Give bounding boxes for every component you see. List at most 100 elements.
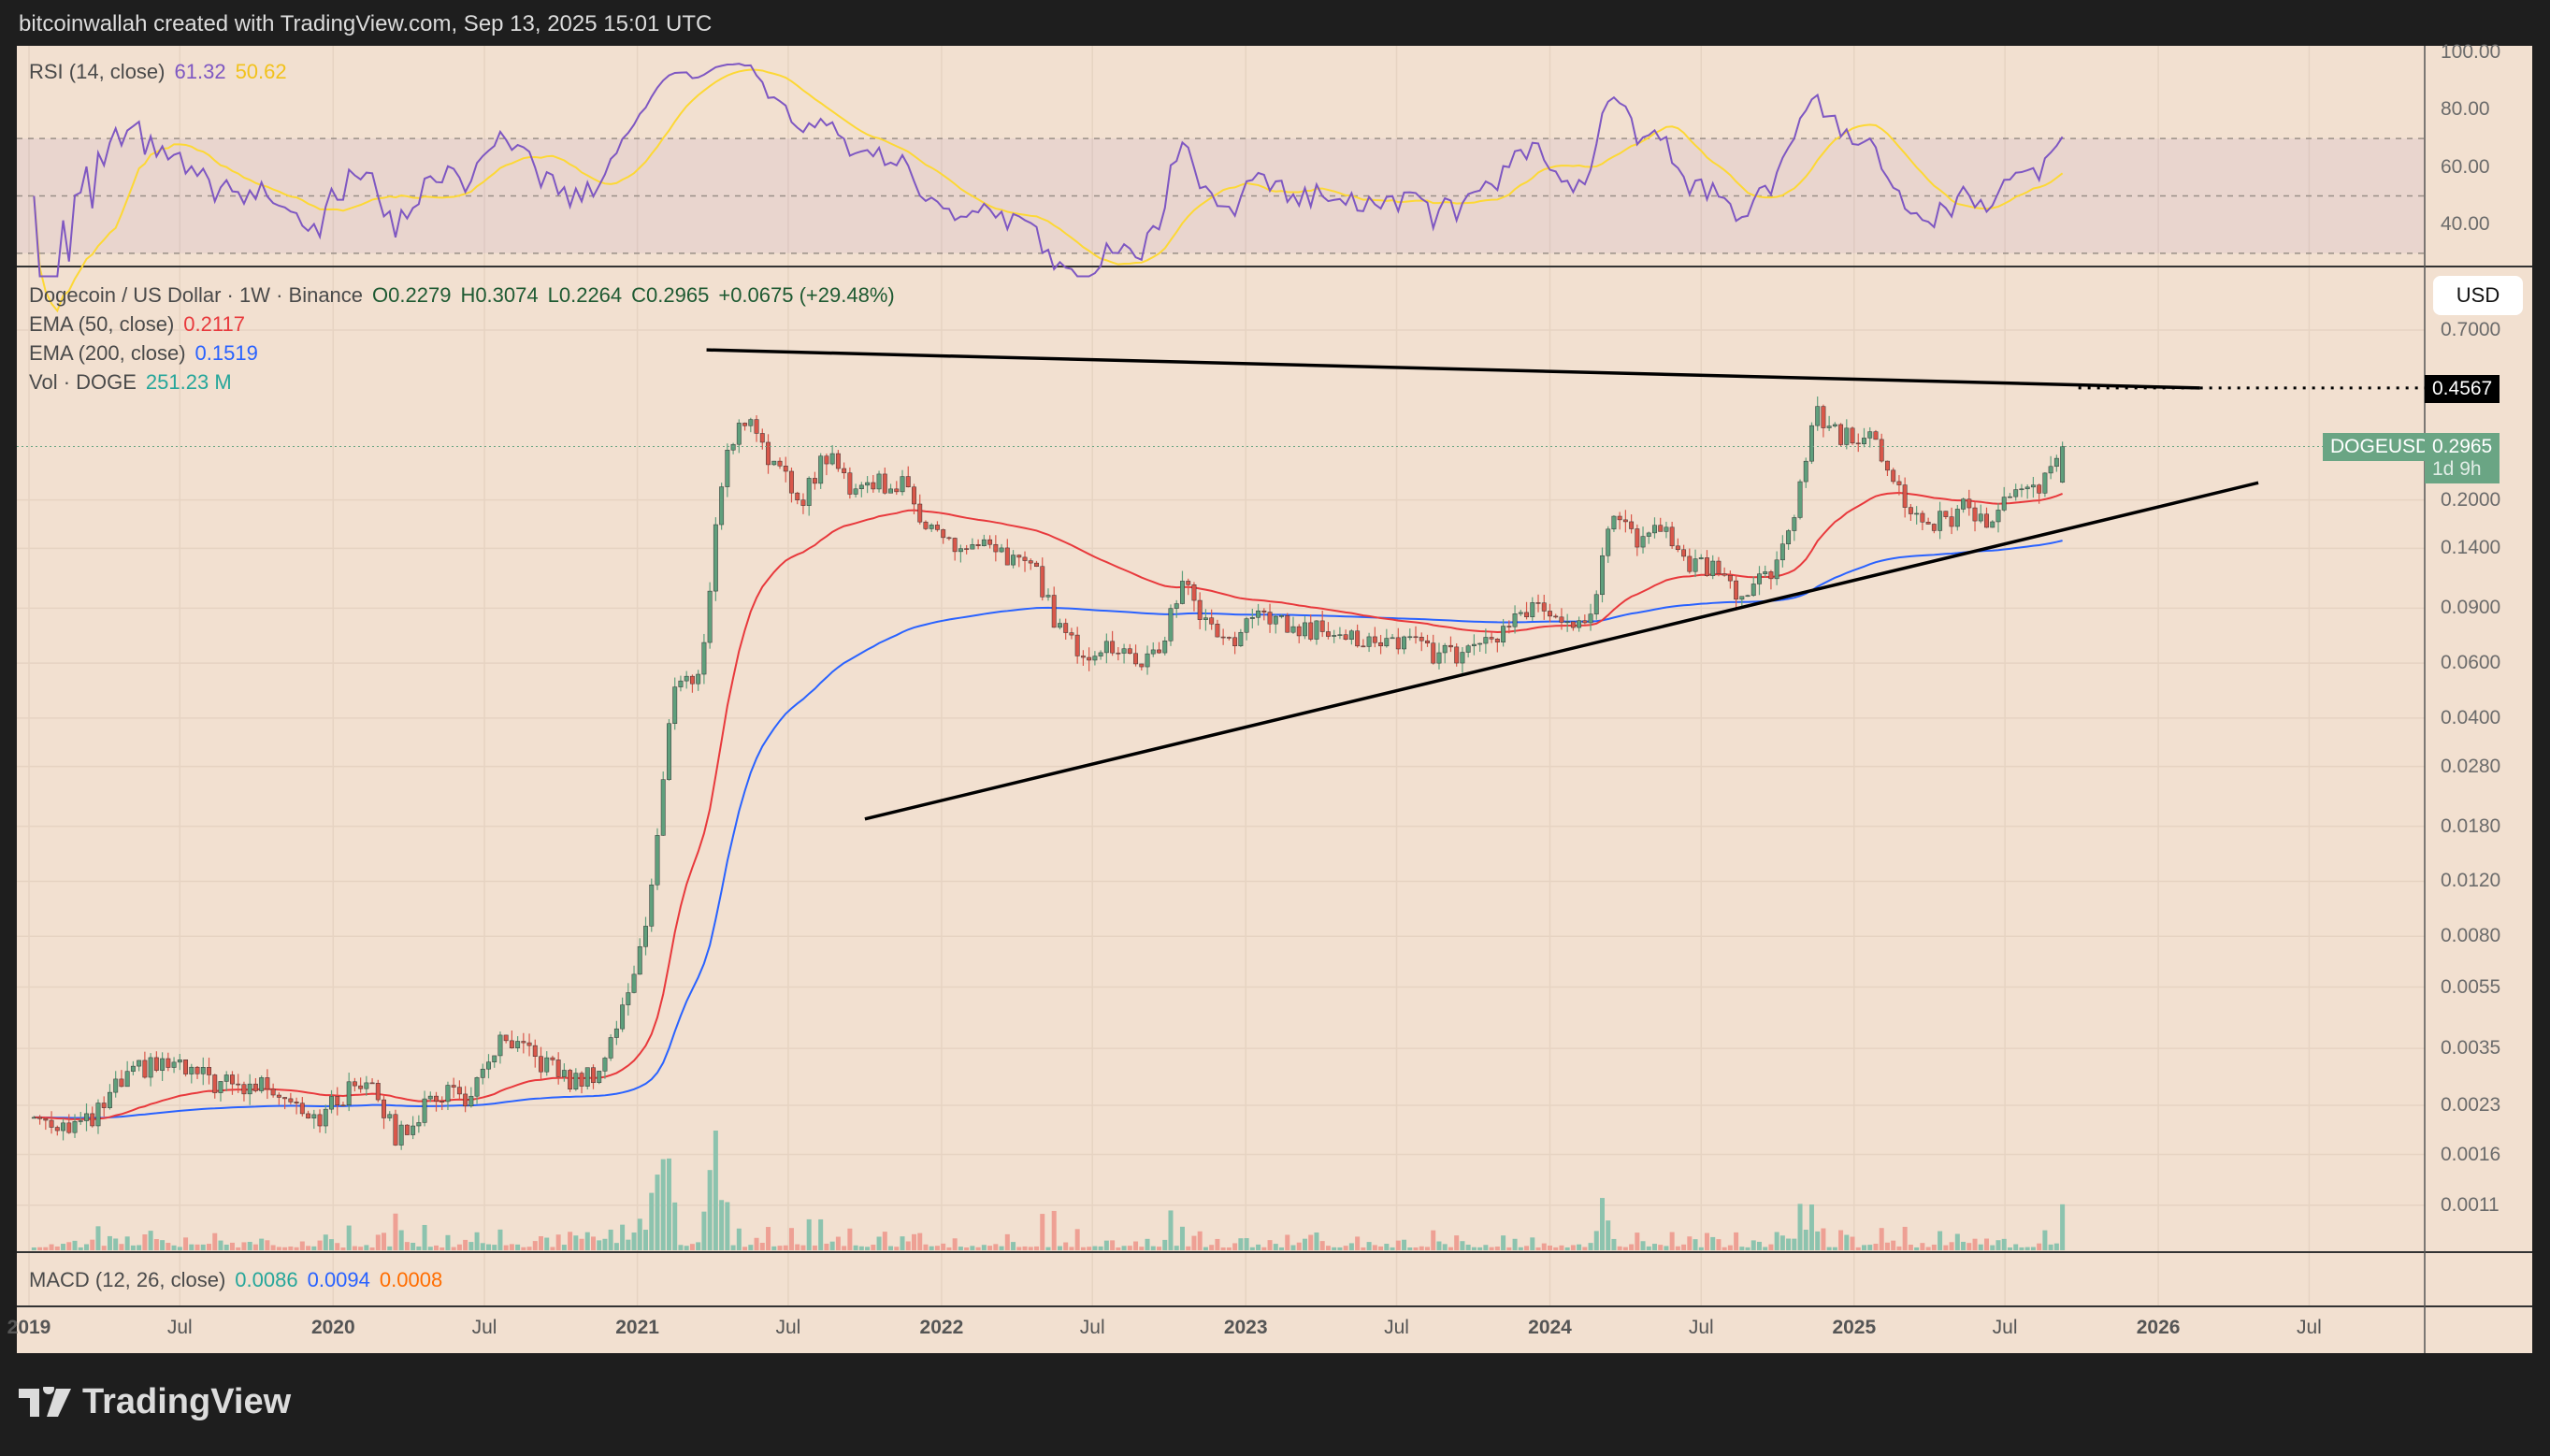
volume-bar xyxy=(1279,1247,1285,1250)
candle xyxy=(445,1085,451,1103)
volume-bar xyxy=(1606,1220,1611,1250)
volume-bar xyxy=(463,1239,468,1250)
volume-bar xyxy=(1103,1240,1109,1250)
candle xyxy=(1279,615,1284,617)
candle xyxy=(130,1065,136,1072)
candle xyxy=(894,488,900,493)
candle xyxy=(411,1125,416,1135)
currency-button[interactable]: USD xyxy=(2433,276,2523,315)
volume-bar xyxy=(497,1229,503,1250)
volume-bar xyxy=(1489,1247,1494,1250)
time-axis-label: 2023 xyxy=(1223,1317,1268,1338)
candle xyxy=(2037,484,2042,494)
candle xyxy=(1489,637,1494,640)
volume-bar xyxy=(1808,1204,1814,1250)
volume-bar xyxy=(515,1244,521,1250)
candle xyxy=(818,455,824,484)
volume-bar xyxy=(43,1247,49,1250)
volume-bar xyxy=(486,1244,492,1250)
candle xyxy=(1040,566,1045,598)
volume-bar xyxy=(1891,1240,1896,1250)
ohlc-open: O0.2279 xyxy=(372,283,452,307)
candle xyxy=(1920,512,1925,523)
volume-bar xyxy=(1548,1245,1552,1250)
volume-bar xyxy=(970,1246,975,1250)
candle xyxy=(1862,438,1866,444)
volume-bar xyxy=(1471,1247,1477,1250)
volume-bar xyxy=(83,1244,89,1250)
tradingview-logo[interactable]: TradingView xyxy=(19,1382,291,1422)
volume-bar xyxy=(1431,1230,1436,1250)
candle xyxy=(871,482,876,490)
candle xyxy=(2053,457,2059,468)
candle xyxy=(364,1082,369,1089)
candle xyxy=(579,1073,584,1087)
volume-bar xyxy=(1821,1228,1826,1250)
candle xyxy=(1133,653,1139,665)
price-axis-label: 0.0180 xyxy=(2441,814,2501,837)
candle xyxy=(43,1118,49,1121)
volume-bar xyxy=(1920,1243,1925,1250)
volume-bar xyxy=(113,1238,119,1250)
volume-bar xyxy=(684,1246,689,1250)
candle xyxy=(2019,488,2024,491)
candle xyxy=(1092,656,1098,661)
volume-bar xyxy=(1832,1247,1837,1250)
candle xyxy=(1716,560,1722,574)
candle xyxy=(439,1101,445,1103)
volume-bar xyxy=(1658,1245,1664,1250)
rsi-value: 61.32 xyxy=(174,60,226,83)
candle xyxy=(1652,525,1657,534)
candle xyxy=(917,503,923,523)
volume-bar xyxy=(2024,1247,2030,1250)
volume-bar xyxy=(1477,1247,1483,1250)
candle xyxy=(1938,511,1943,531)
time-axis-label: Jul xyxy=(1992,1317,2018,1338)
ema200-legend: EMA (200, close) 0.1519 xyxy=(29,341,267,366)
volume-bar xyxy=(509,1244,514,1250)
candle xyxy=(509,1040,514,1048)
candle xyxy=(78,1120,83,1122)
volume-bar xyxy=(568,1232,573,1250)
volume-bar xyxy=(987,1246,993,1250)
candle xyxy=(259,1077,265,1091)
volume-bar xyxy=(748,1245,754,1250)
candle xyxy=(1308,622,1314,640)
candle xyxy=(358,1085,364,1089)
candle xyxy=(427,1095,433,1100)
candle xyxy=(486,1061,491,1070)
volume-bar xyxy=(194,1244,200,1250)
candle xyxy=(1348,630,1354,640)
candle xyxy=(882,473,887,494)
volume-bar xyxy=(1314,1232,1319,1250)
volume-bar xyxy=(573,1235,579,1250)
volume-bar xyxy=(1238,1238,1244,1250)
candle xyxy=(37,1117,43,1119)
volume-bar xyxy=(1524,1246,1530,1250)
volume-bar xyxy=(1343,1246,1348,1250)
rsi-axis-label: 40.00 xyxy=(2441,213,2490,236)
symbol-name[interactable]: Dogecoin / US Dollar · 1W · Binance xyxy=(29,283,364,307)
volume-bar xyxy=(1995,1240,2001,1250)
volume-bar xyxy=(1045,1247,1051,1250)
candle xyxy=(288,1098,294,1103)
ohlc-low: L0.2264 xyxy=(547,283,623,307)
candle xyxy=(223,1074,229,1082)
volume-bar xyxy=(1186,1246,1191,1250)
volume-bar xyxy=(207,1244,212,1250)
volume-bar xyxy=(1355,1236,1361,1250)
candle xyxy=(999,547,1004,553)
volume-bar xyxy=(171,1245,177,1250)
candle xyxy=(230,1074,235,1085)
volume-bar xyxy=(1593,1231,1599,1250)
volume-bar xyxy=(958,1247,963,1250)
candle xyxy=(468,1095,474,1107)
candle xyxy=(1779,543,1785,561)
candle xyxy=(923,521,929,529)
chart-frame[interactable] xyxy=(17,46,2532,1353)
volume-bar xyxy=(270,1245,276,1250)
time-axis-label: 2020 xyxy=(310,1317,355,1338)
symbol-legend: Dogecoin / US Dollar · 1W · Binance O0.22… xyxy=(29,283,904,308)
volume-bar xyxy=(934,1246,940,1250)
